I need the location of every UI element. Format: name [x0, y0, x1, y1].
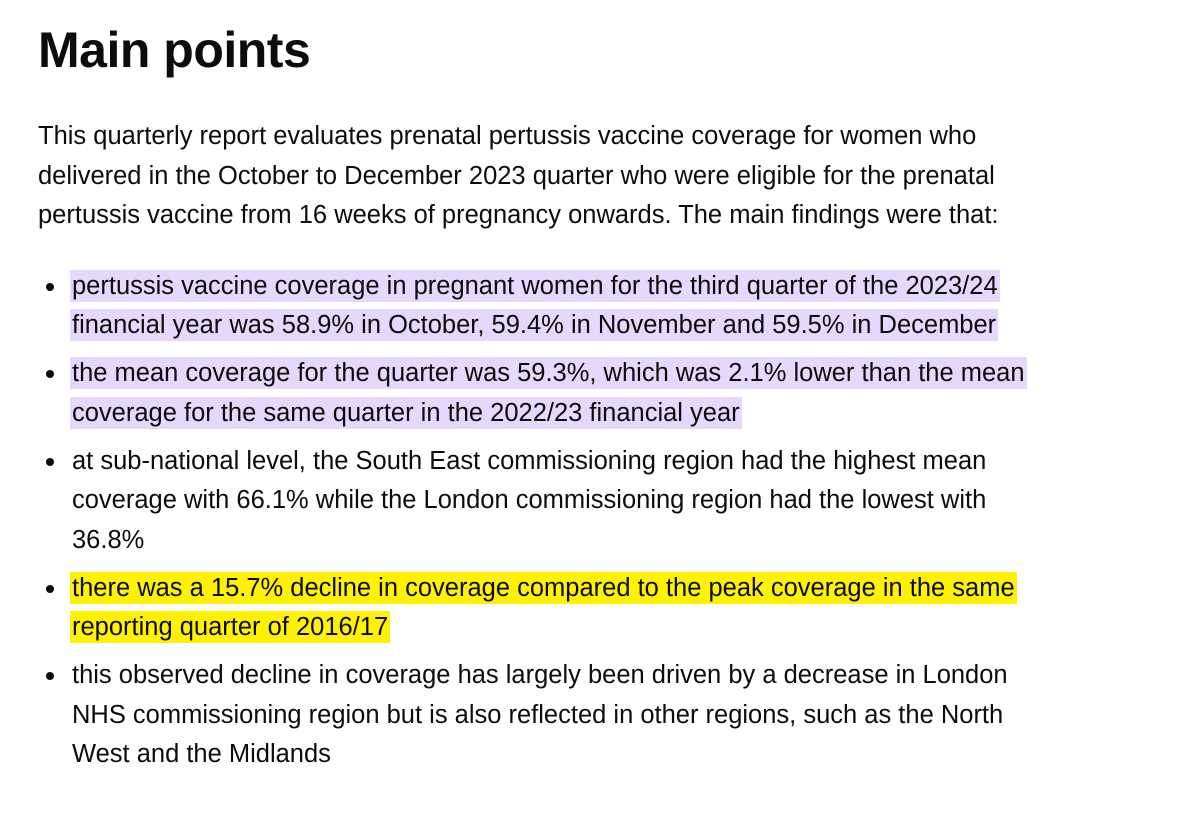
bullet-line: at sub-national level, the South East co… [70, 442, 1200, 482]
bullet-text: the mean coverage for the quarter was 59… [70, 357, 1027, 389]
bullet-line: this observed decline in coverage has la… [70, 656, 1200, 696]
bullet-text: financial year was 58.9% in October, 59.… [70, 309, 999, 341]
bullet-text: NHS commissioning region but is also ref… [72, 700, 1004, 729]
bullet-text: coverage with 66.1% while the London com… [72, 486, 987, 514]
intro-paragraph: This quarterly report evaluates prenatal… [38, 117, 1200, 236]
bullet-item: this observed decline in coverage has la… [38, 656, 1200, 775]
bullet-line: the mean coverage for the quarter was 59… [70, 354, 1200, 394]
bullet-text: reporting quarter of 2016/17 [70, 611, 391, 643]
bullet-line: NHS commissioning region but is also ref… [70, 696, 1200, 736]
bullet-text: coverage for the same quarter in the 202… [70, 396, 742, 429]
bullet-dot [46, 282, 54, 291]
bullet-dot [46, 672, 54, 680]
bullet-text: West and the Midlands [72, 740, 331, 768]
bullet-item: pertussis vaccine coverage in pregnant w… [38, 267, 1200, 346]
bullet-dot [46, 584, 54, 593]
bullet-text: pertussis vaccine coverage in pregnant w… [70, 269, 1000, 302]
bullet-line: there was a 15.7% decline in coverage co… [70, 569, 1200, 609]
page-body: Main points This quarterly report evalua… [0, 20, 1200, 820]
bullet-text: this observed decline in coverage has la… [72, 661, 1008, 689]
bullet-item: the mean coverage for the quarter was 59… [38, 354, 1200, 433]
bullet-item: at sub-national level, the South East co… [38, 442, 1200, 561]
intro-line: pertussis vaccine from 16 weeks of pregn… [38, 201, 999, 229]
bullet-line: coverage for the same quarter in the 202… [70, 394, 1200, 434]
heading: Main points [38, 22, 311, 78]
bullet-item: there was a 15.7% decline in coverage co… [38, 569, 1200, 648]
intro-line: This quarterly report evaluates prenatal… [38, 122, 977, 150]
intro-line: delivered in the October to December 202… [38, 161, 995, 190]
bullet-dot [46, 370, 54, 378]
bullet-line: coverage with 66.1% while the London com… [70, 481, 1200, 521]
bullet-text: 36.8% [72, 525, 145, 554]
bullet-line: financial year was 58.9% in October, 59.… [70, 306, 1200, 346]
bullet-line: reporting quarter of 2016/17 [70, 608, 1200, 648]
bullet-text: there was a 15.7% decline in coverage co… [70, 571, 1017, 604]
bullet-text: at sub-national level, the South East co… [72, 446, 987, 475]
bullet-line: West and the Midlands [70, 735, 1200, 775]
bullet-list: pertussis vaccine coverage in pregnant w… [38, 267, 1200, 775]
bullet-dot [46, 457, 54, 466]
content: Main points This quarterly report evalua… [0, 20, 1200, 775]
bullet-line: pertussis vaccine coverage in pregnant w… [70, 267, 1200, 307]
bullet-line: 36.8% [70, 521, 1200, 561]
